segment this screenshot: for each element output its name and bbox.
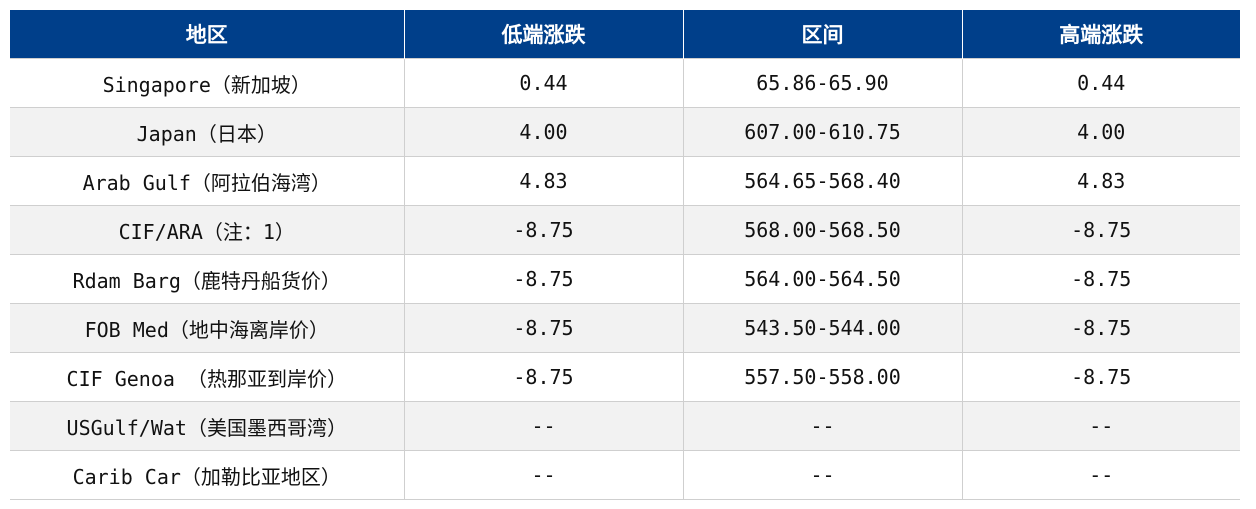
price-table: 地区 低端涨跌 区间 高端涨跌 Singapore（新加坡） 0.44 65.8… xyxy=(10,10,1240,500)
table-row: Carib Car（加勒比亚地区） -- -- -- xyxy=(10,450,1240,500)
cell-range: 65.86-65.90 xyxy=(682,58,962,108)
cell-high-change: 4.00 xyxy=(961,107,1240,157)
cell-region: Singapore（新加坡） xyxy=(10,58,404,108)
table-row: FOB Med（地中海离岸价） -8.75 543.50-544.00 -8.7… xyxy=(10,303,1240,353)
cell-range: -- xyxy=(682,401,962,451)
cell-high-change: -8.75 xyxy=(961,303,1240,353)
cell-high-change: -8.75 xyxy=(961,352,1240,402)
cell-region: USGulf/Wat（美国墨西哥湾） xyxy=(10,401,404,451)
table-row: USGulf/Wat（美国墨西哥湾） -- -- -- xyxy=(10,401,1240,451)
cell-region: Carib Car（加勒比亚地区） xyxy=(10,450,404,500)
header-region: 地区 xyxy=(10,10,404,59)
header-low-change: 低端涨跌 xyxy=(403,10,683,59)
cell-low-change: -- xyxy=(403,450,683,500)
cell-low-change: 0.44 xyxy=(403,58,683,108)
header-high-change: 高端涨跌 xyxy=(961,10,1240,59)
cell-range: 564.00-564.50 xyxy=(682,254,962,304)
cell-range: 568.00-568.50 xyxy=(682,205,962,255)
cell-region: Japan（日本） xyxy=(10,107,404,157)
cell-region: Rdam Barg（鹿特丹船货价） xyxy=(10,254,404,304)
table-row: Arab Gulf（阿拉伯海湾） 4.83 564.65-568.40 4.83 xyxy=(10,156,1240,206)
cell-high-change: -8.75 xyxy=(961,254,1240,304)
cell-low-change: -8.75 xyxy=(403,254,683,304)
cell-low-change: -8.75 xyxy=(403,205,683,255)
cell-range: 607.00-610.75 xyxy=(682,107,962,157)
cell-region: FOB Med（地中海离岸价） xyxy=(10,303,404,353)
header-range: 区间 xyxy=(682,10,962,59)
cell-range: 564.65-568.40 xyxy=(682,156,962,206)
cell-range: -- xyxy=(682,450,962,500)
table-row: CIF/ARA（注：1） -8.75 568.00-568.50 -8.75 xyxy=(10,205,1240,255)
cell-region: Arab Gulf（阿拉伯海湾） xyxy=(10,156,404,206)
cell-high-change: -- xyxy=(961,450,1240,500)
table-body: Singapore（新加坡） 0.44 65.86-65.90 0.44 Jap… xyxy=(10,58,1240,500)
cell-high-change: -8.75 xyxy=(961,205,1240,255)
header-row: 地区 低端涨跌 区间 高端涨跌 xyxy=(10,10,1240,59)
cell-region: CIF/ARA（注：1） xyxy=(10,205,404,255)
cell-low-change: 4.83 xyxy=(403,156,683,206)
cell-range: 557.50-558.00 xyxy=(682,352,962,402)
table-row: Rdam Barg（鹿特丹船货价） -8.75 564.00-564.50 -8… xyxy=(10,254,1240,304)
cell-low-change: -- xyxy=(403,401,683,451)
cell-high-change: 0.44 xyxy=(961,58,1240,108)
cell-region: CIF Genoa （热那亚到岸价） xyxy=(10,352,404,402)
cell-high-change: -- xyxy=(961,401,1240,451)
table-header: 地区 低端涨跌 区间 高端涨跌 xyxy=(10,10,1240,59)
cell-low-change: 4.00 xyxy=(403,107,683,157)
cell-low-change: -8.75 xyxy=(403,352,683,402)
table-row: CIF Genoa （热那亚到岸价） -8.75 557.50-558.00 -… xyxy=(10,352,1240,402)
cell-low-change: -8.75 xyxy=(403,303,683,353)
table-row: Japan（日本） 4.00 607.00-610.75 4.00 xyxy=(10,107,1240,157)
cell-high-change: 4.83 xyxy=(961,156,1240,206)
cell-range: 543.50-544.00 xyxy=(682,303,962,353)
table-row: Singapore（新加坡） 0.44 65.86-65.90 0.44 xyxy=(10,58,1240,108)
